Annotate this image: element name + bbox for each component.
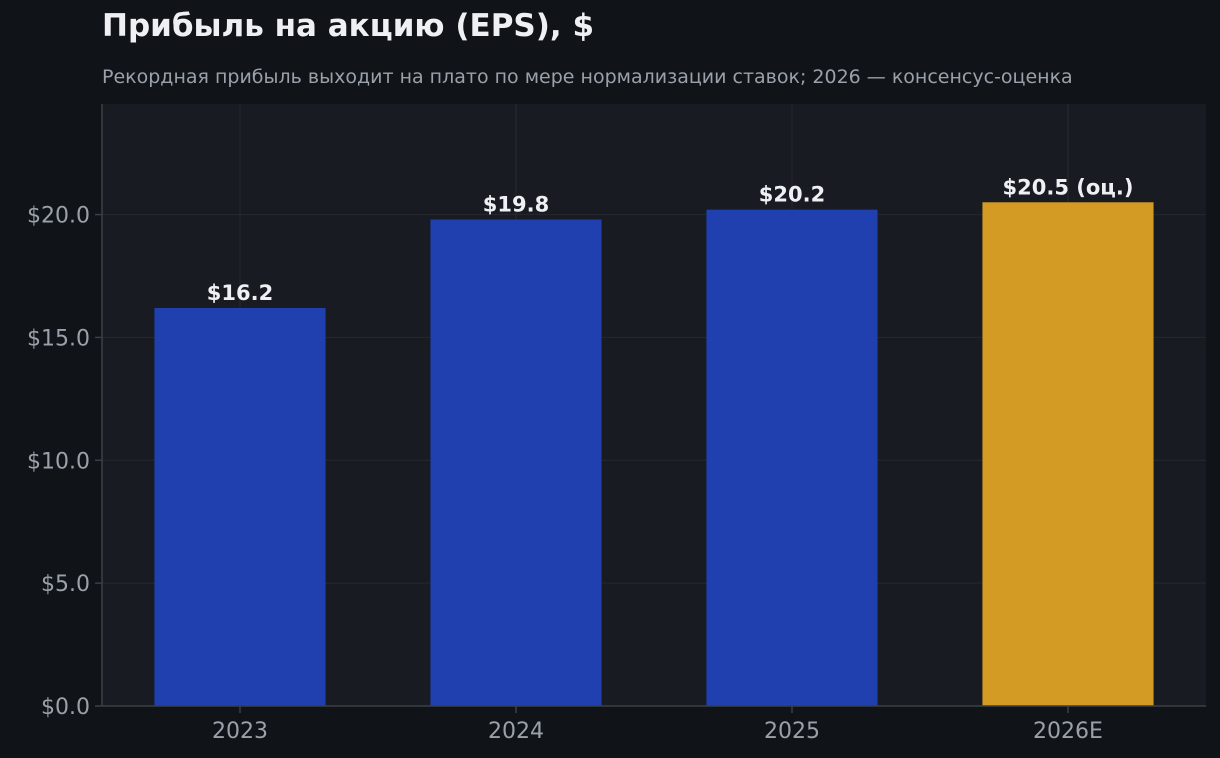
data-label: $20.2 (759, 183, 825, 207)
x-tick-label: 2023 (212, 719, 268, 744)
y-tick-label: $20.0 (27, 204, 90, 229)
axes (95, 104, 1206, 713)
bar-actual (706, 209, 878, 706)
chart-subtitle: Рекордная прибыль выходит на плато по ме… (102, 66, 1073, 88)
y-tick-label: $15.0 (27, 326, 90, 351)
bar-actual (154, 307, 326, 706)
y-tick-label: $10.0 (27, 449, 90, 474)
y-tick-label: $5.0 (41, 572, 90, 597)
x-tick-label: 2025 (764, 719, 820, 744)
labels: $0.0 $5.0 $10.0 $15.0 $20.0 $16.2 2023 $19.8 202… (27, 175, 1133, 744)
chart-title: Прибыль на акцию (EPS), $ (102, 8, 595, 44)
x-tick-label: 2024 (488, 719, 544, 744)
data-label: $16.2 (207, 281, 273, 305)
data-label: $19.8 (483, 192, 549, 216)
bar-estimate (982, 202, 1154, 707)
x-tick-label: 2026E (1033, 719, 1103, 744)
y-tick-label: $0.0 (41, 695, 90, 720)
data-label: $20.5 (оц.) (1003, 175, 1134, 199)
bars (154, 202, 1154, 707)
bar-actual (430, 219, 602, 706)
